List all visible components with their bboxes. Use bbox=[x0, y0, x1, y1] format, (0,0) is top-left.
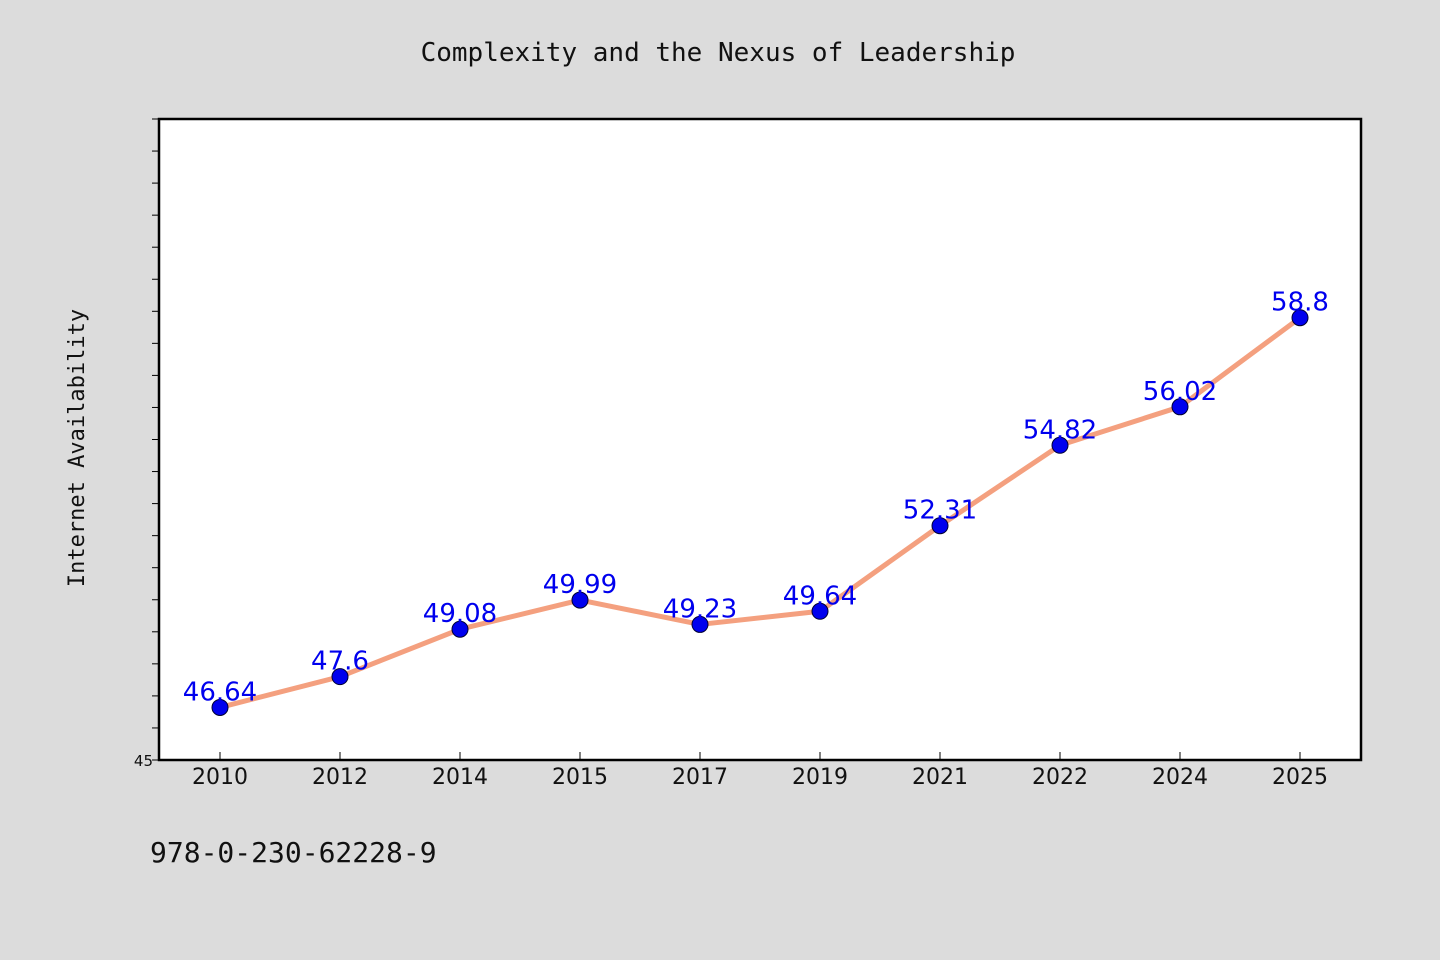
x-tick-label: 2019 bbox=[792, 765, 848, 790]
data-point bbox=[451, 620, 469, 638]
series-markers bbox=[211, 309, 1309, 716]
data-point bbox=[211, 698, 229, 716]
x-tick-label: 2025 bbox=[1272, 765, 1328, 790]
y-axis-ticks bbox=[152, 118, 159, 761]
data-label: 56.02 bbox=[1143, 377, 1217, 407]
data-point bbox=[1051, 436, 1069, 454]
x-tick-label: 2021 bbox=[912, 765, 968, 790]
data-label: 54.82 bbox=[1023, 415, 1097, 445]
data-label: 49.08 bbox=[423, 599, 497, 629]
x-axis-ticks: 2010 2012 2014 2015 2017 2019 2021 2022 2024 2025 bbox=[192, 752, 1328, 790]
data-label: 49.23 bbox=[663, 594, 737, 624]
data-point bbox=[1291, 309, 1309, 327]
data-label: 47.6 bbox=[311, 647, 369, 677]
footnote: 978-0-230-62228-9 bbox=[150, 836, 437, 869]
x-tick-label: 2015 bbox=[552, 765, 608, 790]
data-point bbox=[331, 668, 349, 686]
data-point bbox=[811, 602, 829, 620]
x-tick-label: 2017 bbox=[672, 765, 728, 790]
data-label: 49.64 bbox=[783, 581, 857, 611]
x-tick-label: 2010 bbox=[192, 765, 248, 790]
data-point bbox=[571, 591, 589, 609]
y-axis-label: Internet Availability bbox=[65, 309, 90, 587]
data-label: 52.31 bbox=[903, 496, 977, 526]
data-label: 46.64 bbox=[183, 677, 257, 707]
x-tick-label: 2014 bbox=[432, 765, 488, 790]
y-tick-label: 45 bbox=[134, 752, 153, 770]
data-point bbox=[1171, 398, 1189, 416]
x-tick-label: 2024 bbox=[1152, 765, 1208, 790]
x-tick-label: 2022 bbox=[1032, 765, 1088, 790]
series-line bbox=[217, 315, 1303, 710]
data-label: 58.8 bbox=[1271, 288, 1329, 318]
plot-area bbox=[157, 117, 1363, 762]
x-tick-label: 2012 bbox=[312, 765, 368, 790]
data-labels: 46.64 47.6 49.08 49.99 49.23 49.64 52.31 54.82 5… bbox=[183, 288, 1329, 708]
data-point bbox=[691, 615, 709, 633]
data-point bbox=[931, 517, 949, 535]
data-label: 49.99 bbox=[543, 570, 617, 600]
chart-title: Complexity and the Nexus of Leadership bbox=[421, 38, 1016, 68]
